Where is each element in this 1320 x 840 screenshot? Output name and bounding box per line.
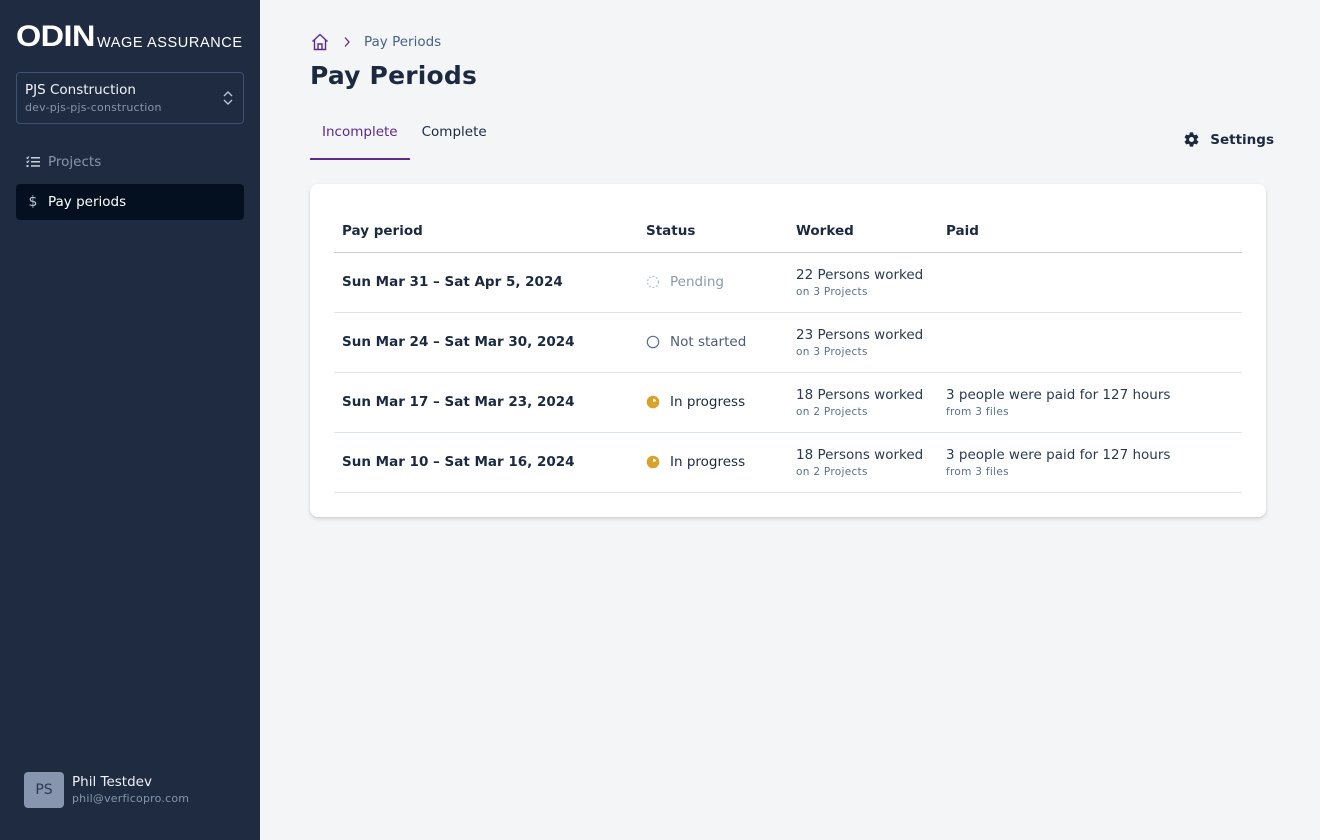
header-pay-period: Pay period — [334, 208, 638, 253]
chevron-right-icon — [344, 37, 350, 47]
empty-circle-icon — [646, 335, 660, 349]
table-row[interactable]: Sun Mar 17 – Sat Mar 23, 2024 In progres… — [334, 372, 1242, 433]
home-icon[interactable] — [310, 32, 330, 52]
worked-projects: on 2 Projects — [796, 405, 868, 418]
status-label: Not started — [670, 334, 747, 350]
sidebar-item-pay-periods[interactable]: $ Pay periods — [16, 184, 244, 220]
checklist-icon — [26, 155, 40, 169]
paid-files: from 3 files — [946, 465, 1009, 478]
paid-summary: 3 people were paid for 127 hours — [946, 446, 1171, 463]
status-badge: Pending — [646, 274, 780, 290]
user-profile[interactable]: PS Phil Testdev phil@verficopro.com — [24, 772, 189, 808]
worked-projects: on 2 Projects — [796, 465, 868, 478]
settings-button[interactable]: Settings — [1183, 131, 1274, 148]
breadcrumb: Pay Periods — [310, 32, 1270, 52]
gear-icon — [1184, 132, 1199, 147]
header-worked: Worked — [788, 208, 938, 253]
worked-count: 18 Persons worked — [796, 446, 924, 463]
paid-files: from 3 files — [946, 405, 1009, 418]
sidebar-item-projects[interactable]: Projects — [16, 144, 244, 180]
paid-summary: 3 people were paid for 127 hours — [946, 386, 1171, 403]
org-name: PJS Construction — [25, 82, 136, 98]
main-content: Pay Periods Pay Periods Incomplete Compl… — [260, 0, 1320, 840]
user-email: phil@verficopro.com — [72, 792, 190, 805]
in-progress-clock-icon — [646, 395, 660, 409]
header-paid: Paid — [938, 208, 1242, 253]
page-title: Pay Periods — [310, 61, 478, 90]
table-row[interactable]: Sun Mar 24 – Sat Mar 30, 2024 Not starte… — [334, 312, 1242, 373]
tab-complete[interactable]: Complete — [421, 124, 487, 140]
worked-projects: on 3 Projects — [796, 285, 868, 298]
status-label: In progress — [670, 454, 746, 470]
settings-label: Settings — [1210, 131, 1274, 148]
status-label: In progress — [670, 394, 746, 410]
avatar: PS — [24, 772, 64, 808]
sidebar-item-label: Projects — [48, 154, 102, 170]
table-header-row: Pay period Status Worked Paid — [334, 208, 1242, 253]
dollar-icon: $ — [28, 194, 38, 210]
table-row[interactable]: Sun Mar 10 – Sat Mar 16, 2024 In progres… — [334, 432, 1242, 493]
worked-count: 23 Persons worked — [796, 326, 924, 343]
pending-dashed-circle-icon — [646, 275, 660, 289]
sidebar-item-label: Pay periods — [48, 194, 127, 210]
chevron-up-down-icon — [223, 91, 233, 105]
pay-periods-card: Pay period Status Worked Paid Sun Mar 31… — [310, 184, 1266, 517]
tab-list: Incomplete Complete — [310, 110, 499, 160]
user-name: Phil Testdev — [72, 774, 152, 790]
worked-count: 22 Persons worked — [796, 266, 924, 283]
logo-wordmark: ODIN — [16, 20, 95, 53]
status-badge: In progress — [646, 394, 780, 410]
sidebar: ODIN WAGE ASSURANCE PJS Construction dev… — [0, 0, 260, 840]
logo-subtitle: WAGE ASSURANCE — [97, 35, 243, 51]
table-row[interactable]: Sun Mar 31 – Sat Apr 5, 2024 Pending 22 … — [334, 252, 1242, 313]
tab-incomplete[interactable]: Incomplete — [310, 110, 410, 160]
header-status: Status — [638, 208, 788, 253]
status-badge: In progress — [646, 454, 780, 470]
breadcrumb-current: Pay Periods — [364, 34, 442, 50]
pay-period-range: Sun Mar 10 – Sat Mar 16, 2024 — [342, 454, 575, 470]
status-label: Pending — [670, 274, 724, 290]
org-slug: dev-pjs-pjs-construction — [25, 101, 162, 114]
pay-period-range: Sun Mar 17 – Sat Mar 23, 2024 — [342, 394, 575, 410]
org-switcher[interactable]: PJS Construction dev-pjs-pjs-constructio… — [16, 72, 244, 124]
app-logo[interactable]: ODIN WAGE ASSURANCE — [16, 0, 244, 53]
in-progress-clock-icon — [646, 455, 660, 469]
worked-count: 18 Persons worked — [796, 386, 924, 403]
worked-projects: on 3 Projects — [796, 345, 868, 358]
pay-periods-table: Pay period Status Worked Paid Sun Mar 31… — [334, 208, 1242, 493]
pay-period-range: Sun Mar 24 – Sat Mar 30, 2024 — [342, 334, 575, 350]
status-badge: Not started — [646, 334, 780, 350]
sidebar-nav: Projects $ Pay periods — [16, 144, 244, 220]
pay-period-range: Sun Mar 31 – Sat Apr 5, 2024 — [342, 274, 563, 290]
